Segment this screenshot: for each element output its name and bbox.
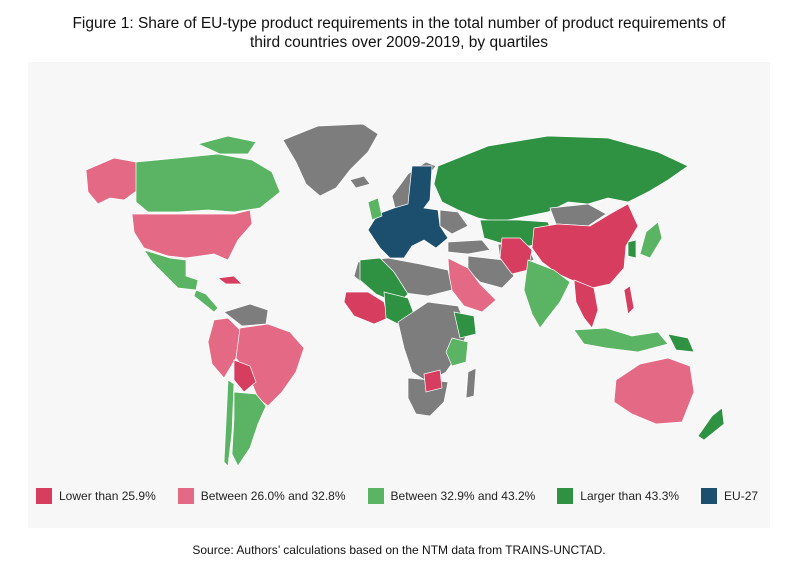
region-west-africa [343, 291, 389, 325]
region-turkey [447, 239, 491, 255]
region-southeast-asia [573, 279, 599, 329]
legend-item-between-1: Between 26.0% and 32.8% [177, 488, 346, 504]
region-venezuela-guianas [223, 303, 269, 327]
region-caribbean [217, 275, 243, 285]
legend-swatch-lower [36, 488, 52, 504]
region-philippines [623, 285, 635, 315]
region-china [531, 203, 639, 289]
region-new-zealand [697, 407, 725, 441]
region-india [523, 259, 571, 329]
region-usa [131, 209, 253, 261]
legend-label-between-1: Between 26.0% and 32.8% [200, 489, 346, 503]
region-east-africa [445, 337, 469, 367]
region-chile [223, 379, 235, 467]
region-colombia-peru [207, 317, 241, 379]
legend-item-larger: Larger than 43.3% [557, 488, 679, 504]
region-ukraine-belarus [439, 209, 469, 235]
legend-swatch-between-1 [177, 488, 194, 504]
region-png [667, 333, 695, 353]
region-argentina [231, 391, 267, 467]
region-korea [627, 239, 637, 259]
legend-swatch-eu27 [701, 488, 718, 504]
legend-label-lower: Lower than 25.9% [59, 489, 156, 503]
region-arctic-islands [196, 135, 257, 155]
region-madagascar [465, 367, 477, 399]
region-uk [367, 197, 383, 221]
region-iceland [349, 175, 371, 189]
legend-swatch-larger [557, 488, 574, 504]
source-note: Source: Authors’ calculations based on t… [192, 543, 606, 557]
world-map [85, 123, 725, 467]
title-line-1: Figure 1: Share of EU-type product requi… [72, 15, 726, 32]
legend-label-larger: Larger than 43.3% [580, 489, 680, 503]
region-saudi-arabia [447, 257, 497, 313]
region-alaska [85, 157, 139, 205]
figure-title: Figure 1: Share of EU-type product requi… [20, 14, 778, 52]
region-central-america [193, 289, 219, 313]
legend-item-between-2: Between 32.9% and 43.2% [367, 488, 536, 504]
legend-swatch-between-2 [367, 488, 384, 504]
region-australia [613, 357, 695, 425]
region-russia [433, 135, 689, 223]
legend-item-eu27: EU-27 [701, 488, 758, 504]
title-line-2: third countries over 2009-2019, by quart… [249, 34, 549, 51]
legend-label-eu27: EU-27 [724, 489, 759, 503]
map-panel: Lower than 25.9% Between 26.0% and 32.8%… [28, 62, 770, 528]
region-mexico [143, 249, 199, 291]
legend: Lower than 25.9% Between 26.0% and 32.8%… [36, 485, 762, 507]
region-japan [639, 221, 663, 259]
region-ethiopia [453, 311, 477, 339]
region-greenland [282, 123, 379, 197]
legend-label-between-2: Between 32.9% and 43.2% [390, 489, 536, 503]
legend-item-lower: Lower than 25.9% [36, 488, 156, 504]
region-indonesia [573, 327, 669, 353]
region-canada [135, 153, 281, 213]
region-zimbabwe [423, 369, 443, 393]
region-bolivia [233, 359, 257, 393]
region-mongolia [549, 203, 607, 227]
